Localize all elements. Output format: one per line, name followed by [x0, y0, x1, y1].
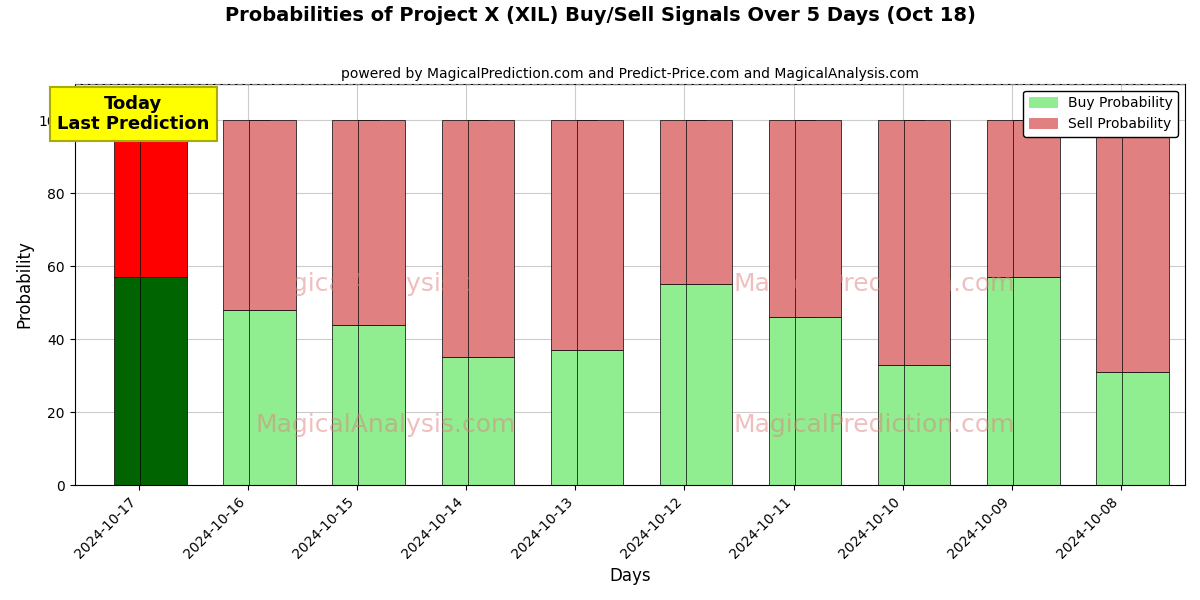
Bar [551, 120, 598, 350]
Bar [878, 365, 924, 485]
Title: powered by MagicalPrediction.com and Predict-Price.com and MagicalAnalysis.com: powered by MagicalPrediction.com and Pre… [341, 67, 919, 81]
Text: Today
Last Prediction: Today Last Prediction [58, 95, 210, 133]
Bar [769, 120, 815, 317]
Bar [794, 120, 841, 317]
Bar [577, 120, 623, 350]
Bar [988, 277, 1033, 485]
Bar [551, 350, 598, 485]
Bar [1013, 277, 1060, 485]
Bar [468, 358, 514, 485]
Bar [140, 277, 186, 485]
Bar [685, 284, 732, 485]
Bar [250, 120, 295, 310]
Bar [685, 120, 732, 284]
Text: MagicalAnalysis.com: MagicalAnalysis.com [256, 413, 516, 437]
Bar [332, 325, 379, 485]
Text: MagicalPrediction.com: MagicalPrediction.com [733, 413, 1015, 437]
Bar [359, 120, 404, 325]
Bar [140, 120, 186, 277]
Bar [1122, 120, 1169, 372]
Bar [250, 310, 295, 485]
Bar [577, 350, 623, 485]
Bar [223, 310, 270, 485]
Bar [1122, 372, 1169, 485]
Bar [468, 120, 514, 358]
Text: Probabilities of Project X (XIL) Buy/Sell Signals Over 5 Days (Oct 18): Probabilities of Project X (XIL) Buy/Sel… [224, 6, 976, 25]
Bar [1013, 120, 1060, 277]
Bar [878, 120, 924, 365]
Y-axis label: Probability: Probability [16, 241, 34, 328]
Bar [359, 325, 404, 485]
Bar [114, 120, 161, 277]
Text: MagicalPrediction.com: MagicalPrediction.com [733, 272, 1015, 296]
Legend: Buy Probability, Sell Probability: Buy Probability, Sell Probability [1024, 91, 1178, 137]
Bar [223, 120, 270, 310]
Bar [904, 120, 950, 365]
Bar [114, 277, 161, 485]
X-axis label: Days: Days [610, 567, 650, 585]
Bar [1097, 120, 1142, 372]
Bar [769, 317, 815, 485]
Bar [1097, 372, 1142, 485]
Text: MagicalAnalysis.com: MagicalAnalysis.com [256, 272, 516, 296]
Bar [442, 120, 488, 358]
Bar [794, 317, 841, 485]
Bar [332, 120, 379, 325]
Bar [988, 120, 1033, 277]
Bar [660, 284, 707, 485]
Bar [442, 358, 488, 485]
Bar [660, 120, 707, 284]
Bar [904, 365, 950, 485]
